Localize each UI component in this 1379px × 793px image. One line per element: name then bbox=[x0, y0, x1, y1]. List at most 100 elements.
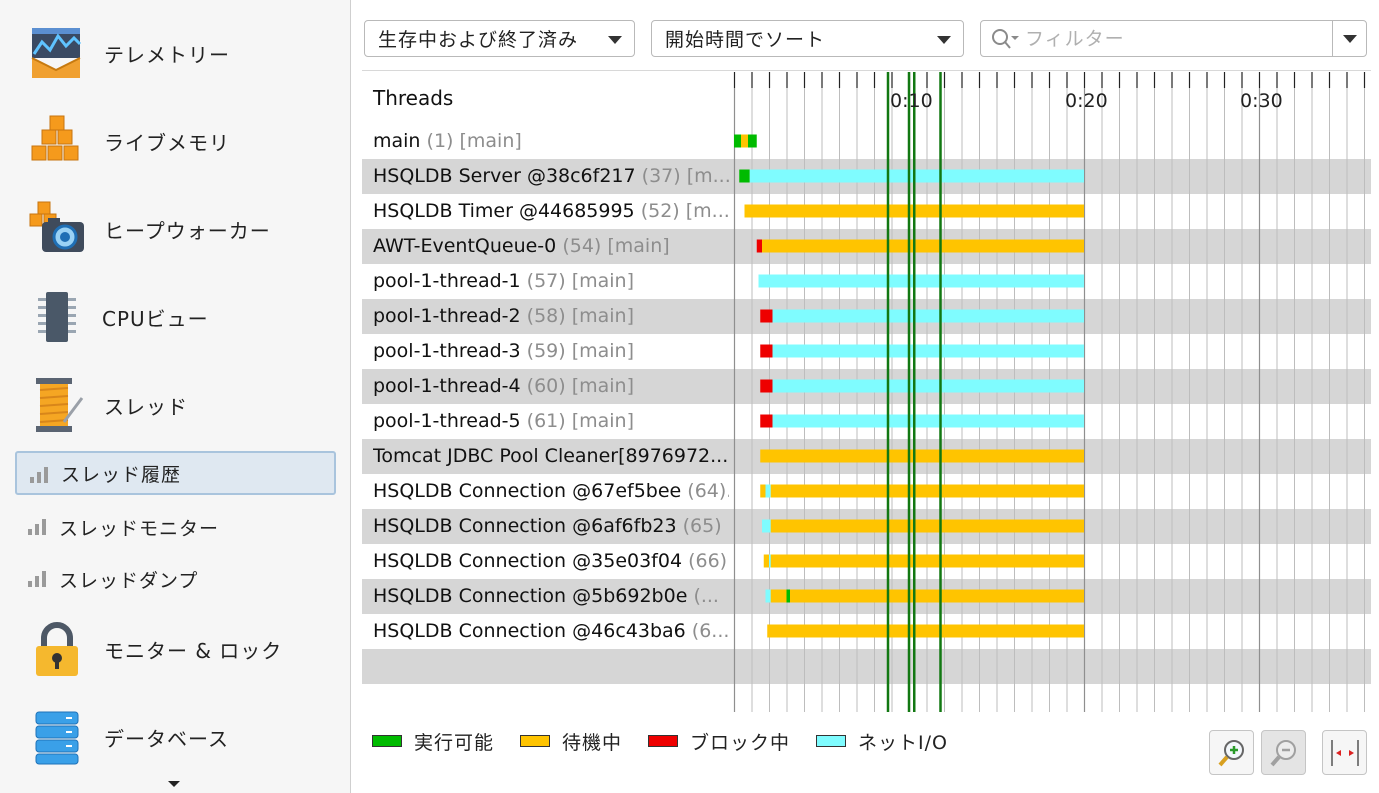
empty-row bbox=[362, 649, 1371, 684]
thread-row[interactable]: HSQLDB Connection @5b692b0e (... bbox=[362, 579, 1371, 614]
divider bbox=[362, 70, 1371, 71]
thread-meta: (6... bbox=[691, 620, 729, 642]
thread-row[interactable]: pool-1-thread-4 (60) [main] bbox=[362, 369, 1371, 404]
thread-row[interactable]: pool-1-thread-2 (58) [main] bbox=[362, 299, 1371, 334]
thread-name: pool-1-thread-4 (60) [main] bbox=[373, 375, 634, 397]
thread-name-text: pool-1-thread-2 bbox=[373, 305, 521, 327]
thread-row[interactable]: HSQLDB Connection @67ef5bee (64)... bbox=[362, 474, 1371, 509]
thread-name: HSQLDB Connection @6af6fb23 (65) ... bbox=[373, 515, 729, 537]
bar-chart-icon bbox=[28, 571, 46, 587]
thread-name: HSQLDB Connection @46c43ba6 (6... bbox=[373, 620, 729, 642]
thread-filter-select[interactable]: 生存中および終了済み bbox=[364, 20, 635, 57]
live-memory-icon bbox=[31, 115, 79, 161]
legend-swatch bbox=[520, 735, 551, 747]
thread-name: HSQLDB Connection @67ef5bee (64)... bbox=[373, 480, 729, 502]
thread-name-text: Tomcat JDBC Pool Cleaner[8976972... bbox=[373, 445, 729, 467]
sort-value: 開始時間でソート bbox=[665, 29, 826, 51]
thread-row[interactable]: HSQLDB Server @38c6f217 (37) [m... bbox=[362, 159, 1371, 194]
thread-row[interactable]: HSQLDB Connection @6af6fb23 (65) ... bbox=[362, 509, 1371, 544]
legend-label: 待機中 bbox=[562, 731, 623, 754]
thread-name-text: HSQLDB Timer @44685995 bbox=[373, 200, 635, 222]
sort-select[interactable]: 開始時間でソート bbox=[651, 20, 964, 57]
legend-swatch bbox=[816, 735, 847, 747]
thread-name-text: HSQLDB Connection @35e03f04 bbox=[373, 550, 683, 572]
legend-swatch bbox=[372, 735, 402, 747]
legend-item-blocked: ブロック中 bbox=[648, 728, 790, 755]
thread-name: HSQLDB Server @38c6f217 (37) [m... bbox=[373, 165, 729, 187]
cpu-view-icon bbox=[38, 292, 76, 342]
thread-name-text: HSQLDB Connection @6af6fb23 bbox=[373, 515, 677, 537]
legend-item-net-io: ネットI/O bbox=[816, 728, 948, 755]
scroll-down-icon[interactable] bbox=[168, 781, 180, 787]
zoom-in-icon bbox=[1218, 740, 1244, 767]
legend-item-waiting: 待機中 bbox=[520, 728, 622, 755]
thread-meta: (61) [main] bbox=[526, 410, 635, 432]
thread-meta: (... bbox=[693, 585, 719, 607]
thread-row[interactable]: Tomcat JDBC Pool Cleaner[8976972... bbox=[362, 439, 1371, 474]
time-tick-label: 0:20 bbox=[1065, 90, 1108, 112]
lock-icon bbox=[36, 622, 78, 676]
thread-filter-value: 生存中および終了済み bbox=[378, 29, 579, 51]
fit-to-window-button[interactable] bbox=[1322, 730, 1367, 775]
database-icon bbox=[35, 711, 79, 765]
thread-row[interactable]: pool-1-thread-5 (61) [main] bbox=[362, 404, 1371, 439]
sidebar-item-thread-monitor[interactable]: スレッドモニター bbox=[15, 505, 336, 549]
telemetry-icon bbox=[31, 28, 82, 78]
thread-row[interactable]: pool-1-thread-3 (59) [main] bbox=[362, 334, 1371, 369]
thread-meta: (64)... bbox=[687, 480, 729, 502]
thread-row[interactable]: HSQLDB Connection @35e03f04 (66)... bbox=[362, 544, 1371, 579]
legend-item-runnable: 実行可能 bbox=[372, 728, 494, 755]
chevron-down-icon bbox=[1343, 35, 1357, 43]
filter-dropdown-button[interactable] bbox=[1332, 21, 1366, 56]
sidebar-item-label: ヒープウォーカー bbox=[104, 218, 271, 243]
sidebar-item-threads[interactable]: スレッド bbox=[0, 365, 351, 445]
bar-chart-icon bbox=[30, 467, 48, 483]
thread-name: pool-1-thread-1 (57) [main] bbox=[373, 270, 634, 292]
thread-name-text: AWT-EventQueue-0 bbox=[373, 235, 557, 257]
sidebar: テレメトリー ライブメモリ ヒープウォーカー bbox=[0, 0, 351, 793]
thread-row[interactable]: HSQLDB Connection @46c43ba6 (6... bbox=[362, 614, 1371, 649]
thread-meta: (59) [main] bbox=[526, 340, 635, 362]
thread-meta: (54) [main] bbox=[562, 235, 670, 257]
thread-row[interactable]: main (1) [main] bbox=[362, 124, 1371, 159]
threads-icon bbox=[36, 378, 84, 432]
sidebar-item-thread-history[interactable]: スレッド履歴 bbox=[15, 451, 336, 495]
thread-meta: (66)... bbox=[688, 550, 729, 572]
thread-meta: (65) ... bbox=[682, 515, 729, 537]
thread-name: pool-1-thread-3 (59) [main] bbox=[373, 340, 634, 362]
thread-row[interactable]: pool-1-thread-1 (57) [main] bbox=[362, 264, 1371, 299]
sidebar-item-telemetry[interactable]: テレメトリー bbox=[0, 13, 351, 93]
thread-row[interactable]: HSQLDB Timer @44685995 (52) [m... bbox=[362, 194, 1371, 229]
sidebar-item-label: データベース bbox=[104, 726, 229, 751]
thread-row[interactable]: AWT-EventQueue-0 (54) [main] bbox=[362, 229, 1371, 264]
zoom-out-button[interactable] bbox=[1261, 730, 1306, 775]
sidebar-item-label: モニター & ロック bbox=[104, 638, 283, 663]
thread-name-text: HSQLDB Server @38c6f217 bbox=[373, 165, 636, 187]
chevron-down-icon bbox=[608, 36, 622, 44]
thread-name: pool-1-thread-2 (58) [main] bbox=[373, 305, 634, 327]
thread-name-text: HSQLDB Connection @46c43ba6 bbox=[373, 620, 686, 642]
sidebar-item-thread-dump[interactable]: スレッドダンプ bbox=[15, 557, 336, 601]
sidebar-item-label: テレメトリー bbox=[104, 42, 230, 67]
fit-width-icon bbox=[1331, 740, 1359, 766]
thread-name-text: pool-1-thread-3 bbox=[373, 340, 521, 362]
thread-meta: (1) [main] bbox=[426, 130, 522, 152]
sidebar-item-database[interactable]: データベース bbox=[0, 697, 351, 777]
sidebar-item-label: ライブメモリ bbox=[104, 130, 230, 155]
legend-label: 実行可能 bbox=[414, 731, 495, 754]
thread-meta: (57) [main] bbox=[526, 270, 635, 292]
heap-walker-icon bbox=[29, 201, 84, 252]
sidebar-item-label: CPUビュー bbox=[102, 306, 209, 331]
thread-meta: (58) [main] bbox=[526, 305, 635, 327]
legend-swatch bbox=[648, 735, 679, 747]
sidebar-item-cpu-view[interactable]: CPUビュー bbox=[0, 277, 351, 357]
sidebar-item-label: スレッド履歴 bbox=[61, 463, 182, 486]
thread-name: AWT-EventQueue-0 (54) [main] bbox=[373, 235, 670, 257]
sidebar-item-heap-walker[interactable]: ヒープウォーカー bbox=[0, 189, 351, 269]
filter-input[interactable] bbox=[1025, 27, 1325, 51]
thread-name: HSQLDB Connection @35e03f04 (66)... bbox=[373, 550, 729, 572]
zoom-in-button[interactable] bbox=[1209, 730, 1254, 775]
legend-label: ネットI/O bbox=[858, 731, 949, 754]
sidebar-item-live-memory[interactable]: ライブメモリ bbox=[0, 101, 351, 181]
sidebar-item-monitors-locks[interactable]: モニター & ロック bbox=[0, 609, 351, 689]
